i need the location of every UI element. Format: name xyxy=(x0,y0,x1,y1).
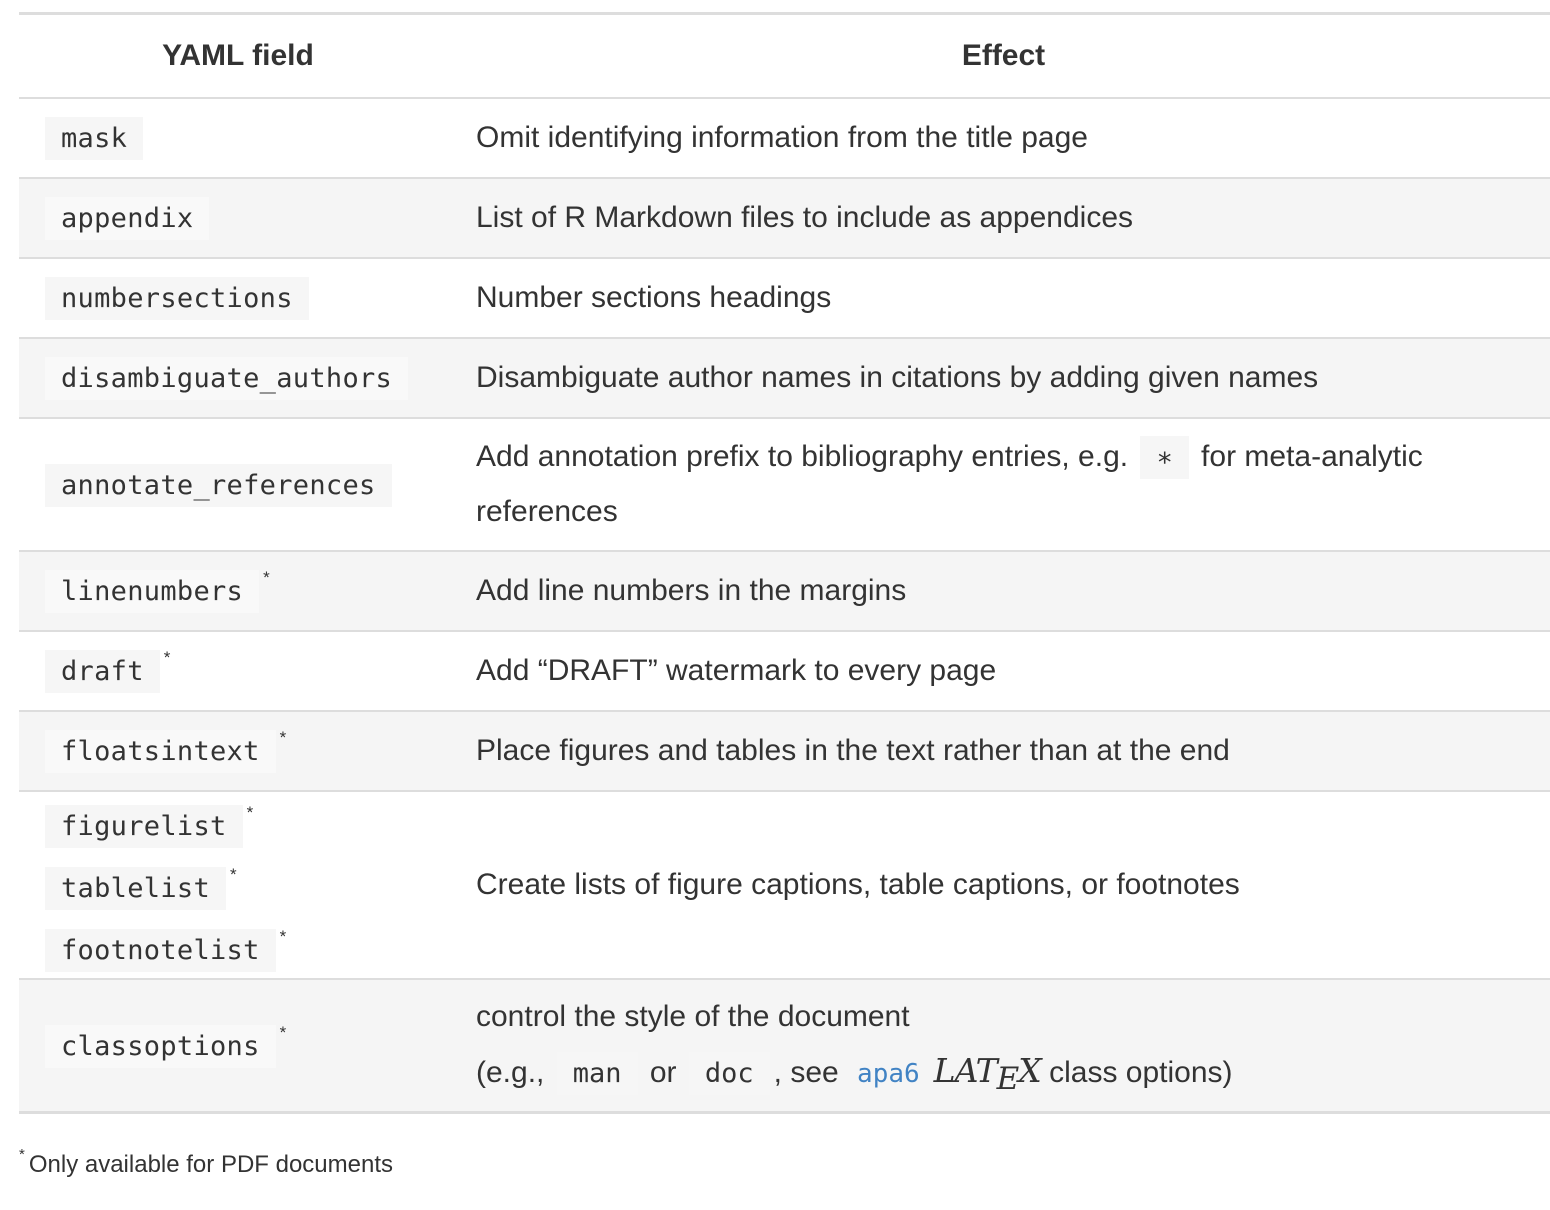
table-row: classoptions * control the style of the d… xyxy=(19,978,1550,1113)
effect-text: class options) xyxy=(1049,1056,1233,1089)
field-cell: appendix xyxy=(19,177,457,258)
effect-cell: Add annotation prefix to bibliography en… xyxy=(457,417,1550,551)
pdf-only-marker: * xyxy=(263,568,270,587)
effect-cell: Add line numbers in the margins xyxy=(457,550,1550,631)
effect-cell: Add “DRAFT” watermark to every page xyxy=(457,630,1550,711)
field-cell: mask xyxy=(19,97,457,178)
field-cell: figurelist * tablelist * footnotelist * xyxy=(19,790,457,979)
field-code: numbersections xyxy=(45,277,309,320)
field-line: footnotelist * xyxy=(45,916,457,978)
field-cell: linenumbers * xyxy=(19,550,457,631)
effect-cell: control the style of the document (e.g.,… xyxy=(457,978,1550,1113)
field-line: tablelist * xyxy=(45,854,457,916)
table-row: draft * Add “DRAFT” watermark to every pa… xyxy=(19,630,1550,711)
latex-la: LAT xyxy=(933,1051,998,1090)
effect-cell: Number sections headings xyxy=(457,257,1550,338)
pdf-only-marker: * xyxy=(246,803,254,822)
effect-cell: Disambiguate author names in citations b… xyxy=(457,337,1550,418)
field-code: mask xyxy=(45,117,144,160)
effect-cell: Omit identifying information from the ti… xyxy=(457,97,1550,178)
apa6-link[interactable]: apa6 xyxy=(857,1059,920,1089)
field-code: draft xyxy=(45,650,160,693)
effect-line-2: (e.g., man or doc, see apa6 LATEX class o… xyxy=(476,1044,1530,1101)
field-code: classoptions xyxy=(45,1024,276,1068)
pdf-only-marker: * xyxy=(279,728,287,747)
latex-x: X xyxy=(1018,1051,1041,1090)
effect-text: control the style of the document xyxy=(476,1000,910,1033)
table-row: figurelist * tablelist * footnotelist * Cre… xyxy=(19,790,1550,979)
header-yaml-field: YAML field xyxy=(19,13,457,99)
field-code: figurelist xyxy=(45,805,243,848)
effect-text: , see xyxy=(773,1056,839,1089)
effect-cell: Place figures and tables in the text rat… xyxy=(457,710,1550,791)
yaml-options-table-wrapper: YAML field Effect mask Omit identifying … xyxy=(19,12,1550,1114)
field-code: appendix xyxy=(45,197,210,240)
field-cell: disambiguate_authors xyxy=(19,337,457,418)
field-cell: annotate_references xyxy=(19,417,457,551)
field-code: disambiguate_authors xyxy=(45,357,409,400)
effect-cell: Create lists of figure captions, table c… xyxy=(457,790,1550,979)
table-row: mask Omit identifying information from t… xyxy=(19,97,1550,178)
doc-code: doc xyxy=(688,1052,770,1095)
field-code: footnotelist xyxy=(45,929,276,972)
effect-cell: List of R Markdown files to include as a… xyxy=(457,177,1550,258)
latex-logo: LATEX xyxy=(933,1051,1042,1097)
field-cell: classoptions * xyxy=(19,978,457,1113)
table-row: disambiguate_authors Disambiguate author… xyxy=(19,337,1550,418)
table-row: numbersections Number sections headings xyxy=(19,257,1550,338)
yaml-options-table: YAML field Effect mask Omit identifying … xyxy=(19,12,1550,1114)
field-cell: numbersections xyxy=(19,257,457,338)
field-cell: draft * xyxy=(19,630,457,711)
man-code: man xyxy=(556,1052,638,1095)
table-row: linenumbers * Add line numbers in the mar… xyxy=(19,550,1550,631)
pdf-only-marker: * xyxy=(230,865,237,884)
effect-text: for meta-analytic references xyxy=(476,440,1423,528)
latex-e: E xyxy=(996,1061,1020,1097)
field-code: annotate_references xyxy=(45,463,392,507)
footnote-text: Only available for PDF documents xyxy=(28,1151,394,1178)
field-code: floatsintext xyxy=(45,730,276,773)
table-row: floatsintext * Place figures and tables i… xyxy=(19,710,1550,791)
table-row: annotate_references Add annotation prefi… xyxy=(19,417,1550,551)
header-effect: Effect xyxy=(457,13,1550,99)
field-cell: floatsintext * xyxy=(19,710,457,791)
field-line: figurelist * xyxy=(45,792,457,854)
field-code: tablelist xyxy=(45,867,226,910)
footnote: * Only available for PDF documents xyxy=(19,1146,394,1179)
field-code: linenumbers xyxy=(45,570,260,613)
effect-text: or xyxy=(649,1056,677,1089)
table-header-row: YAML field Effect xyxy=(19,13,1550,99)
asterisk-code: ∗ xyxy=(1140,436,1189,479)
pdf-only-marker: * xyxy=(279,927,287,946)
table-row: appendix List of R Markdown files to inc… xyxy=(19,177,1550,258)
effect-text: (e.g., xyxy=(476,1056,545,1089)
effect-text: Add annotation prefix to bibliography en… xyxy=(476,440,1129,473)
pdf-only-marker: * xyxy=(279,1022,287,1042)
footnote-marker: * xyxy=(19,1146,25,1163)
pdf-only-marker: * xyxy=(163,648,171,667)
